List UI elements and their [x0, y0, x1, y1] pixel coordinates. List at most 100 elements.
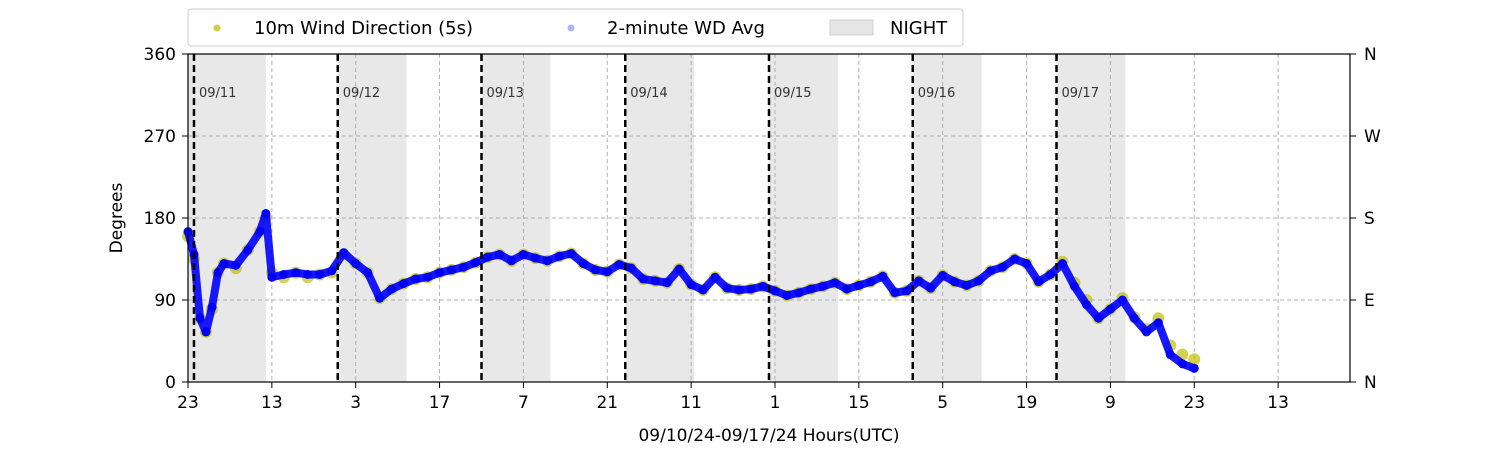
wd-avg-point-6	[219, 259, 229, 269]
wd-avg-point-87	[1177, 359, 1187, 369]
wind-direction-point-88	[1188, 353, 1201, 366]
wd-avg-point-62	[878, 271, 888, 281]
y-tick-label-right-1: E	[1364, 291, 1375, 311]
wd-avg-point-41	[626, 263, 636, 273]
y-axis-title: Degrees	[107, 182, 127, 253]
x-tick-label-8: 15	[848, 393, 870, 413]
wd-avg-point-5	[213, 268, 223, 278]
wd-avg-point-53	[770, 286, 780, 296]
wd-avg-point-20	[375, 293, 385, 303]
legend: 10m Wind Direction (5s) 2-minute WD Avg …	[187, 8, 964, 47]
wd-avg-point-80	[1093, 313, 1103, 323]
y-tick-label-right-4: N	[1364, 45, 1377, 65]
wd-avg-point-60	[854, 280, 864, 290]
wd-avg-point-76	[1046, 269, 1056, 279]
wd-avg-point-48	[710, 272, 720, 282]
wd-avg-point-82	[1117, 295, 1127, 305]
x-tick-label-13: 13	[1267, 393, 1289, 413]
wd-avg-point-78	[1069, 281, 1079, 291]
wd-avg-point-33	[530, 253, 540, 263]
y-tick-label-left-0: 0	[165, 373, 176, 393]
wd-avg-point-74	[1022, 259, 1032, 269]
x-tick-label-5: 21	[596, 393, 618, 413]
x-tick-label-9: 5	[937, 393, 948, 413]
wd-avg-point-19	[363, 268, 373, 278]
day-label-6: 09/17	[1062, 86, 1099, 101]
wd-avg-point-83	[1129, 313, 1139, 323]
wd-avg-point-44	[662, 278, 672, 288]
legend-label-wind-direction: 10m Wind Direction (5s)	[254, 18, 473, 39]
x-tick-label-12: 23	[1183, 393, 1205, 413]
wd-avg-point-34	[542, 256, 552, 266]
x-tick-label-3: 17	[429, 393, 451, 413]
wd-avg-point-9	[255, 227, 265, 237]
wd-avg-point-79	[1081, 300, 1091, 310]
wd-avg-point-85	[1153, 318, 1163, 328]
wd-avg-point-14	[303, 269, 313, 279]
wd-avg-point-29	[482, 252, 492, 262]
y-tick-label-left-4: 360	[144, 45, 176, 65]
data-points-layer	[182, 208, 1201, 373]
wd-avg-point-13	[291, 268, 301, 278]
wd-avg-point-4	[207, 302, 217, 312]
wd-avg-point-30	[494, 249, 504, 259]
day-label-1: 09/12	[343, 86, 380, 101]
wd-avg-point-54	[782, 290, 792, 300]
wd-avg-point-64	[902, 286, 912, 296]
y-tick-label-left-2: 180	[144, 209, 176, 229]
y-tick-label-left-1: 90	[154, 291, 176, 311]
x-tick-label-6: 11	[680, 393, 702, 413]
wd-avg-point-15	[315, 269, 325, 279]
y-tick-label-right-2: S	[1364, 209, 1375, 229]
wd-avg-point-2	[195, 313, 205, 323]
wd-avg-point-50	[734, 285, 744, 295]
wd-avg-point-37	[578, 259, 588, 269]
wd-avg-point-47	[698, 285, 708, 295]
legend-label-wd-avg: 2-minute WD Avg	[607, 18, 765, 39]
wd-avg-point-39	[602, 267, 612, 277]
wd-avg-point-22	[399, 279, 409, 289]
wd-avg-point-12	[279, 269, 289, 279]
wd-avg-point-10	[261, 208, 271, 218]
wd-avg-point-23	[411, 274, 421, 284]
wd-avg-point-71	[986, 266, 996, 276]
x-tick-label-7: 1	[770, 393, 781, 413]
wd-avg-point-88	[1189, 363, 1199, 373]
legend-frame	[187, 8, 964, 47]
wd-avg-point-45	[674, 264, 684, 274]
wd-avg-point-18	[351, 259, 361, 269]
day-label-3: 09/14	[630, 86, 667, 101]
wd-avg-point-40	[614, 259, 624, 269]
wd-avg-point-86	[1165, 350, 1175, 360]
wd-avg-point-16	[327, 266, 337, 276]
wd-avg-point-75	[1034, 277, 1044, 287]
wd-avg-point-69	[962, 280, 972, 290]
wd-avg-point-25	[435, 268, 445, 278]
wd-avg-point-51	[746, 284, 756, 294]
y-tick-label-right-3: W	[1364, 127, 1381, 147]
wd-avg-point-70	[974, 276, 984, 286]
wd-avg-point-31	[506, 256, 516, 266]
wd-avg-point-17	[339, 248, 349, 258]
wd-avg-point-27	[459, 262, 469, 272]
wd-avg-point-61	[866, 277, 876, 287]
wd-avg-point-68	[950, 277, 960, 287]
wd-avg-point-11	[267, 272, 277, 282]
wd-avg-point-63	[890, 288, 900, 298]
wd-avg-point-38	[590, 265, 600, 275]
wd-avg-point-35	[554, 251, 564, 261]
x-tick-label-10: 19	[1016, 393, 1038, 413]
wd-avg-point-59	[842, 284, 852, 294]
x-tick-label-11: 9	[1105, 393, 1116, 413]
y-tick-label-right-0: N	[1364, 373, 1377, 393]
wd-avg-point-21	[387, 284, 397, 294]
wd-avg-point-52	[758, 281, 768, 291]
wd-avg-point-81	[1105, 304, 1115, 314]
wd-avg-point-84	[1141, 327, 1151, 337]
x-tick-label-4: 7	[518, 393, 529, 413]
day-label-2: 09/13	[486, 86, 523, 101]
day-label-4: 09/15	[774, 86, 811, 101]
wd-avg-point-58	[830, 278, 840, 288]
